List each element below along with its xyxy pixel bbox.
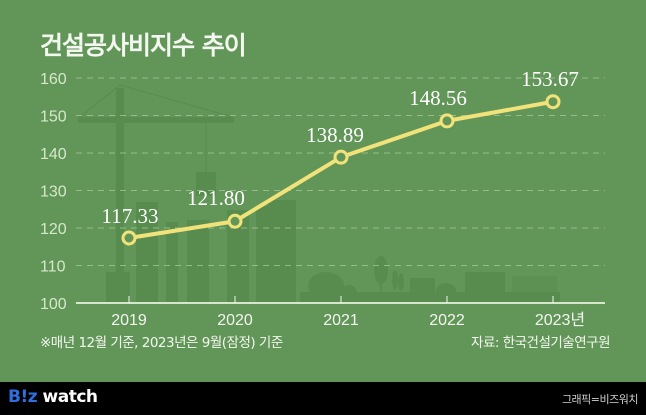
x-tick-2022: 2022 — [429, 312, 465, 329]
data-point-2023 — [545, 94, 561, 110]
crane-mast — [116, 88, 124, 300]
logo-white-part: watch — [37, 387, 99, 407]
x-tick-2023: 2023년 — [535, 311, 585, 329]
data-label-2023: 153.67 — [521, 67, 579, 91]
y-tick-140: 140 — [40, 146, 67, 163]
x-tick-2019: 2019 — [111, 312, 147, 329]
y-tick-120: 120 — [40, 221, 67, 238]
data-points — [121, 94, 561, 246]
y-tick-130: 130 — [40, 184, 67, 201]
graphic-credit: 그래픽=비즈워치 — [561, 393, 639, 406]
data-point-2022 — [439, 113, 455, 129]
source-text: 자료: 한국건설기술연구원 — [471, 335, 610, 351]
data-point-2019 — [121, 230, 137, 246]
construction-silhouette — [78, 84, 560, 302]
x-axis-labels: 2019 2020 2021 2022 2023년 — [111, 311, 585, 329]
y-tick-160: 160 — [40, 71, 67, 88]
y-tick-150: 150 — [40, 109, 67, 126]
x-tick-2020: 2020 — [217, 312, 253, 329]
bizwatch-logo: B!z watch — [8, 387, 98, 407]
logo-blue-part: B!z — [8, 387, 38, 407]
data-point-2021 — [333, 149, 349, 165]
y-axis-labels: 160 150 140 130 120 110 100 — [40, 71, 67, 313]
data-point-2020 — [227, 213, 243, 229]
gridlines — [76, 77, 605, 266]
data-label-2019: 117.33 — [102, 204, 159, 228]
crane-jib — [78, 117, 234, 123]
y-tick-110: 110 — [40, 259, 66, 276]
x-axis-ticks — [128, 296, 554, 303]
y-tick-100: 100 — [40, 296, 67, 313]
footnote: ※매년 12월 기준, 2023년은 9월(잠정) 기준 — [40, 335, 283, 351]
chart-title: 건설공사비지수 추이 — [40, 31, 247, 60]
footer-bar: B!z watch 그래픽=비즈워치 — [0, 382, 646, 415]
line-chart: 160 150 140 130 120 110 100 2019 2020 20… — [40, 67, 605, 329]
x-tick-2021: 2021 — [323, 312, 359, 329]
data-label-2022: 148.56 — [409, 86, 467, 110]
data-label-2020: 121.80 — [187, 186, 245, 210]
data-label-2021: 138.89 — [306, 123, 364, 147]
data-labels: 117.33 121.80 138.89 148.56 153.67 — [102, 67, 579, 228]
